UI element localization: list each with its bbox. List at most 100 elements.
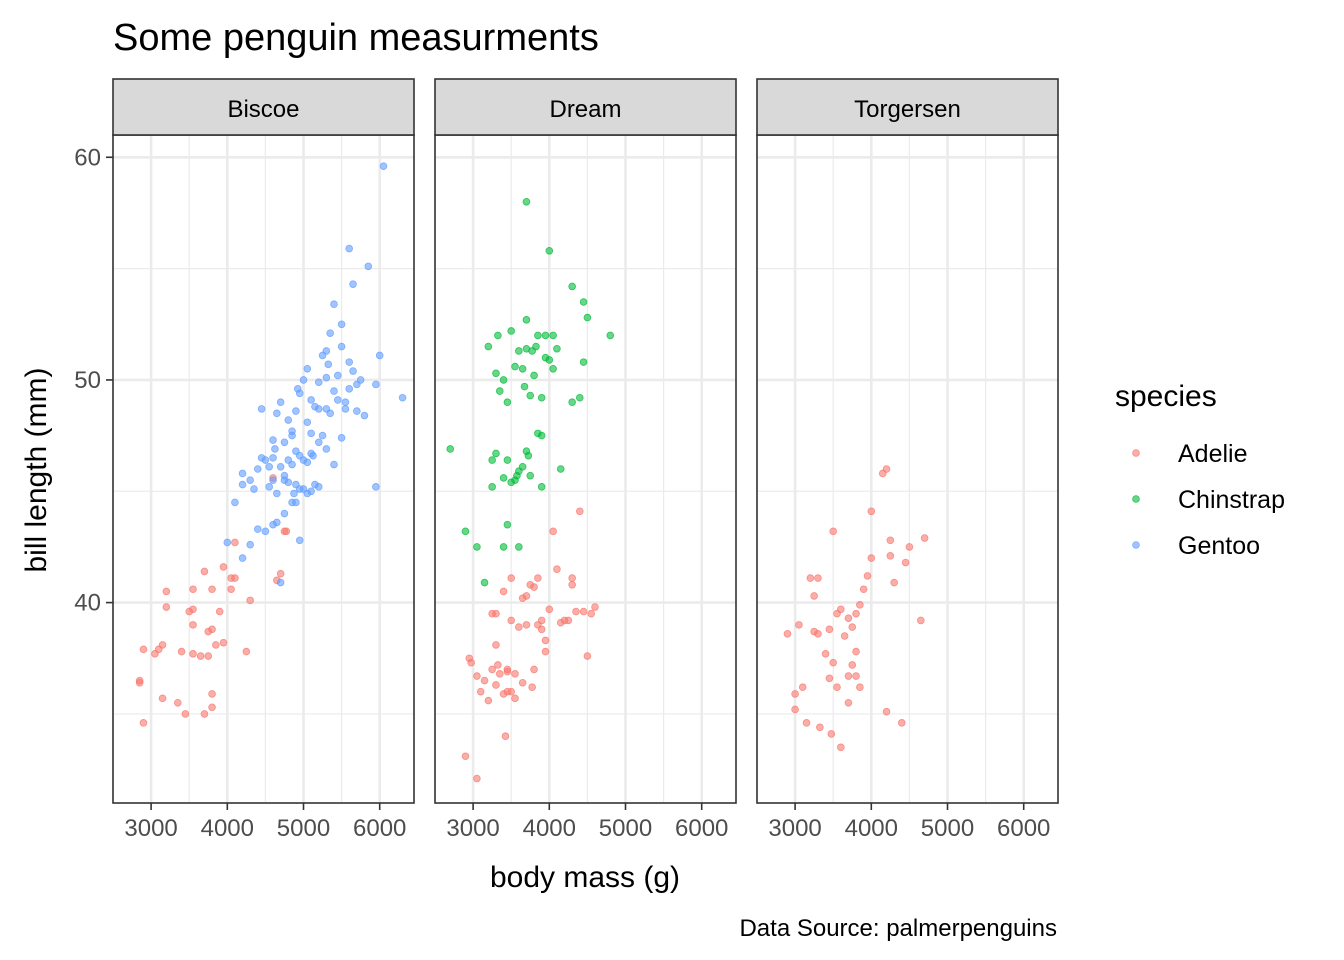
data-point: [293, 385, 302, 393]
data-point: [495, 670, 504, 678]
data-point: [227, 585, 235, 594]
x-tick-label: 6000: [353, 815, 406, 842]
data-point: [492, 369, 500, 378]
data-point: [307, 429, 315, 438]
data-point: [806, 574, 815, 582]
data-point: [575, 393, 584, 402]
data-point: [215, 607, 224, 616]
data-point: [324, 360, 333, 369]
data-point: [541, 331, 550, 340]
data-point: [276, 462, 285, 471]
data-point: [515, 543, 523, 551]
x-axis-dream: 3000 4000 5000 6000: [446, 803, 728, 842]
data-point: [282, 527, 291, 536]
data-point: [511, 670, 519, 678]
data-point: [537, 431, 546, 440]
data-point: [829, 527, 838, 536]
data-point: [330, 387, 338, 395]
data-point: [917, 616, 925, 625]
data-point: [522, 316, 531, 324]
x-tick-label: 4000: [201, 815, 254, 842]
data-point: [814, 629, 822, 638]
data-point: [534, 331, 542, 340]
data-point: [530, 665, 538, 674]
series-chinstrap: [446, 198, 615, 587]
data-point: [473, 543, 481, 551]
data-point: [326, 329, 334, 337]
data-point: [583, 652, 592, 660]
legend-label: Gentoo: [1178, 532, 1260, 560]
data-point: [208, 625, 216, 634]
data-point: [253, 525, 262, 533]
data-point: [568, 398, 576, 407]
data-point: [273, 489, 281, 498]
data-point: [518, 678, 527, 687]
y-axis: 40 50 60: [74, 144, 113, 617]
data-point: [473, 672, 481, 680]
panel-background: [435, 135, 736, 803]
data-point: [518, 364, 527, 373]
data-point: [901, 558, 910, 567]
x-axes: 3000 4000 5000 6000 3000 4000 5000 6000 3000 4000…: [124, 803, 1050, 842]
data-point: [856, 683, 864, 692]
data-point: [330, 460, 338, 469]
data-point: [572, 607, 580, 616]
data-point: [208, 585, 216, 594]
data-point: [545, 246, 554, 255]
data-point: [507, 616, 516, 625]
data-point: [189, 605, 197, 614]
data-point: [379, 162, 388, 170]
data-point: [783, 629, 792, 638]
data-point: [494, 331, 502, 340]
data-point: [246, 540, 254, 549]
data-point: [269, 454, 277, 462]
data-point: [200, 567, 209, 576]
data-point: [890, 578, 898, 587]
data-point: [309, 451, 317, 460]
data-point: [261, 527, 270, 536]
data-point: [364, 262, 373, 271]
data-point: [499, 474, 508, 482]
data-point: [189, 650, 197, 658]
data-point: [518, 594, 527, 602]
data-point: [518, 462, 527, 471]
data-point: [208, 690, 216, 698]
data-point: [882, 465, 891, 473]
data-point: [349, 367, 357, 375]
data-point: [238, 554, 247, 562]
facet-panels: Biscoe Dream Torgersen: [112, 78, 1059, 804]
data-point: [269, 436, 277, 444]
data-point: [488, 456, 496, 464]
data-point: [522, 621, 531, 629]
data-point: [341, 405, 350, 413]
facet-panel-torgersen: Torgersen: [756, 78, 1059, 804]
data-point: [314, 438, 323, 447]
data-point: [375, 351, 384, 360]
data-point: [345, 358, 354, 366]
data-point: [271, 445, 279, 453]
data-point: [322, 373, 331, 382]
data-point: [238, 480, 247, 489]
legend-key: [1132, 449, 1140, 457]
data-point: [507, 327, 516, 335]
data-point: [480, 578, 489, 587]
data-point: [265, 483, 274, 491]
data-point: [322, 347, 331, 355]
data-point: [295, 536, 304, 545]
data-point: [349, 280, 357, 288]
data-point: [492, 609, 500, 618]
x-tick-label: 5000: [921, 815, 974, 842]
data-point: [549, 331, 557, 340]
data-point: [162, 587, 171, 596]
data-point: [181, 710, 190, 718]
data-point: [231, 498, 239, 507]
data-point: [549, 364, 557, 373]
data-point: [568, 574, 576, 582]
data-point: [345, 385, 354, 393]
x-tick-label: 3000: [768, 815, 821, 842]
data-point: [314, 378, 323, 386]
data-point: [196, 652, 205, 660]
data-point: [852, 609, 860, 618]
data-point: [791, 705, 799, 714]
data-point: [816, 723, 824, 732]
